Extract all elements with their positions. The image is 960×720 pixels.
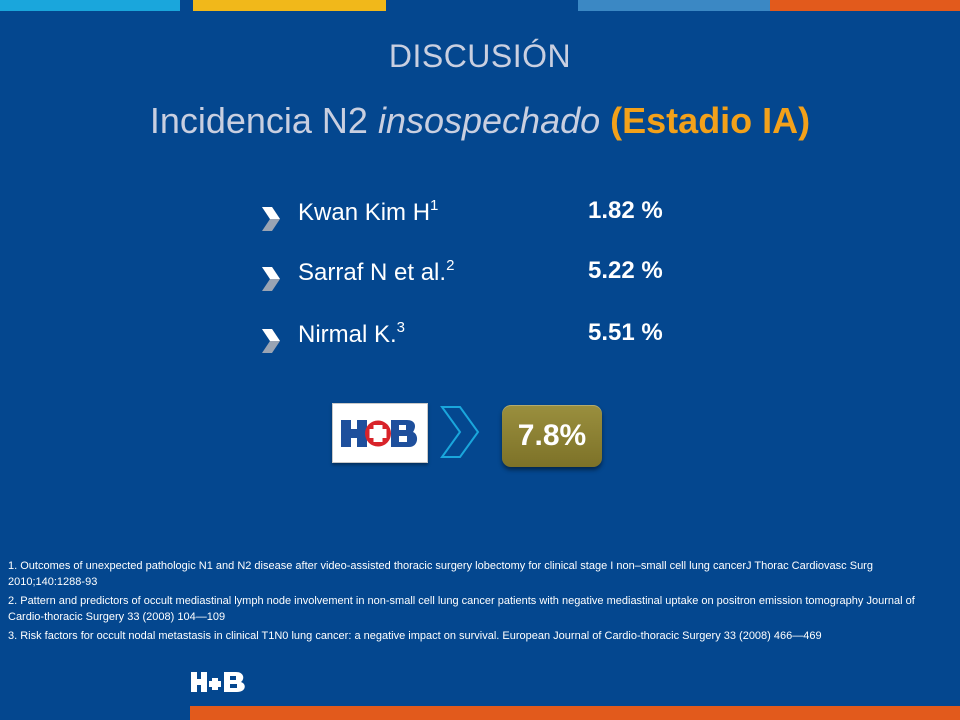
slide-subtitle: Incidencia N2 insospechado (Estadio IA) xyxy=(0,100,960,142)
study-value: 1.82 % xyxy=(588,197,663,224)
chevron-right-icon xyxy=(262,267,280,291)
study-value: 5.51 % xyxy=(588,319,663,346)
reference-item: 1. Outcomes of unexpected pathologic N1 … xyxy=(8,560,873,588)
chevron-right-icon xyxy=(262,329,280,353)
top-bar-orange xyxy=(770,0,960,11)
study-ref: 2 xyxy=(446,257,455,274)
reference-item: 2. Pattern and predictors of occult medi… xyxy=(8,595,915,623)
slide-title: DISCUSIÓN xyxy=(388,38,572,74)
study-name: Kwan Kim H1 xyxy=(298,197,439,226)
subtitle-highlight: (Estadio IA) xyxy=(610,100,811,141)
top-bar-cyan xyxy=(0,0,180,11)
reference-item: 3. Risk factors for occult nodal metasta… xyxy=(8,630,822,642)
study-name: Nirmal K.3 xyxy=(298,319,406,348)
result-badge: 7.8% xyxy=(502,405,602,467)
subtitle-italic: insospechado xyxy=(377,100,601,141)
top-bar-yellow xyxy=(193,0,386,11)
subtitle-text: Incidencia N2 xyxy=(149,100,378,141)
footer-logo-icon xyxy=(191,672,245,692)
study-name: Sarraf N et al.2 xyxy=(298,257,455,286)
references: 1. Outcomes of unexpected pathologic N1 … xyxy=(8,558,952,647)
bottom-bar xyxy=(190,706,960,720)
study-value: 5.22 % xyxy=(588,257,663,284)
top-bar-blue xyxy=(578,0,770,11)
chevron-right-icon xyxy=(262,207,280,231)
hospital-logo-icon xyxy=(332,403,428,463)
chevron-right-icon xyxy=(440,406,480,458)
study-ref: 3 xyxy=(396,319,406,336)
study-ref: 1 xyxy=(430,197,439,214)
